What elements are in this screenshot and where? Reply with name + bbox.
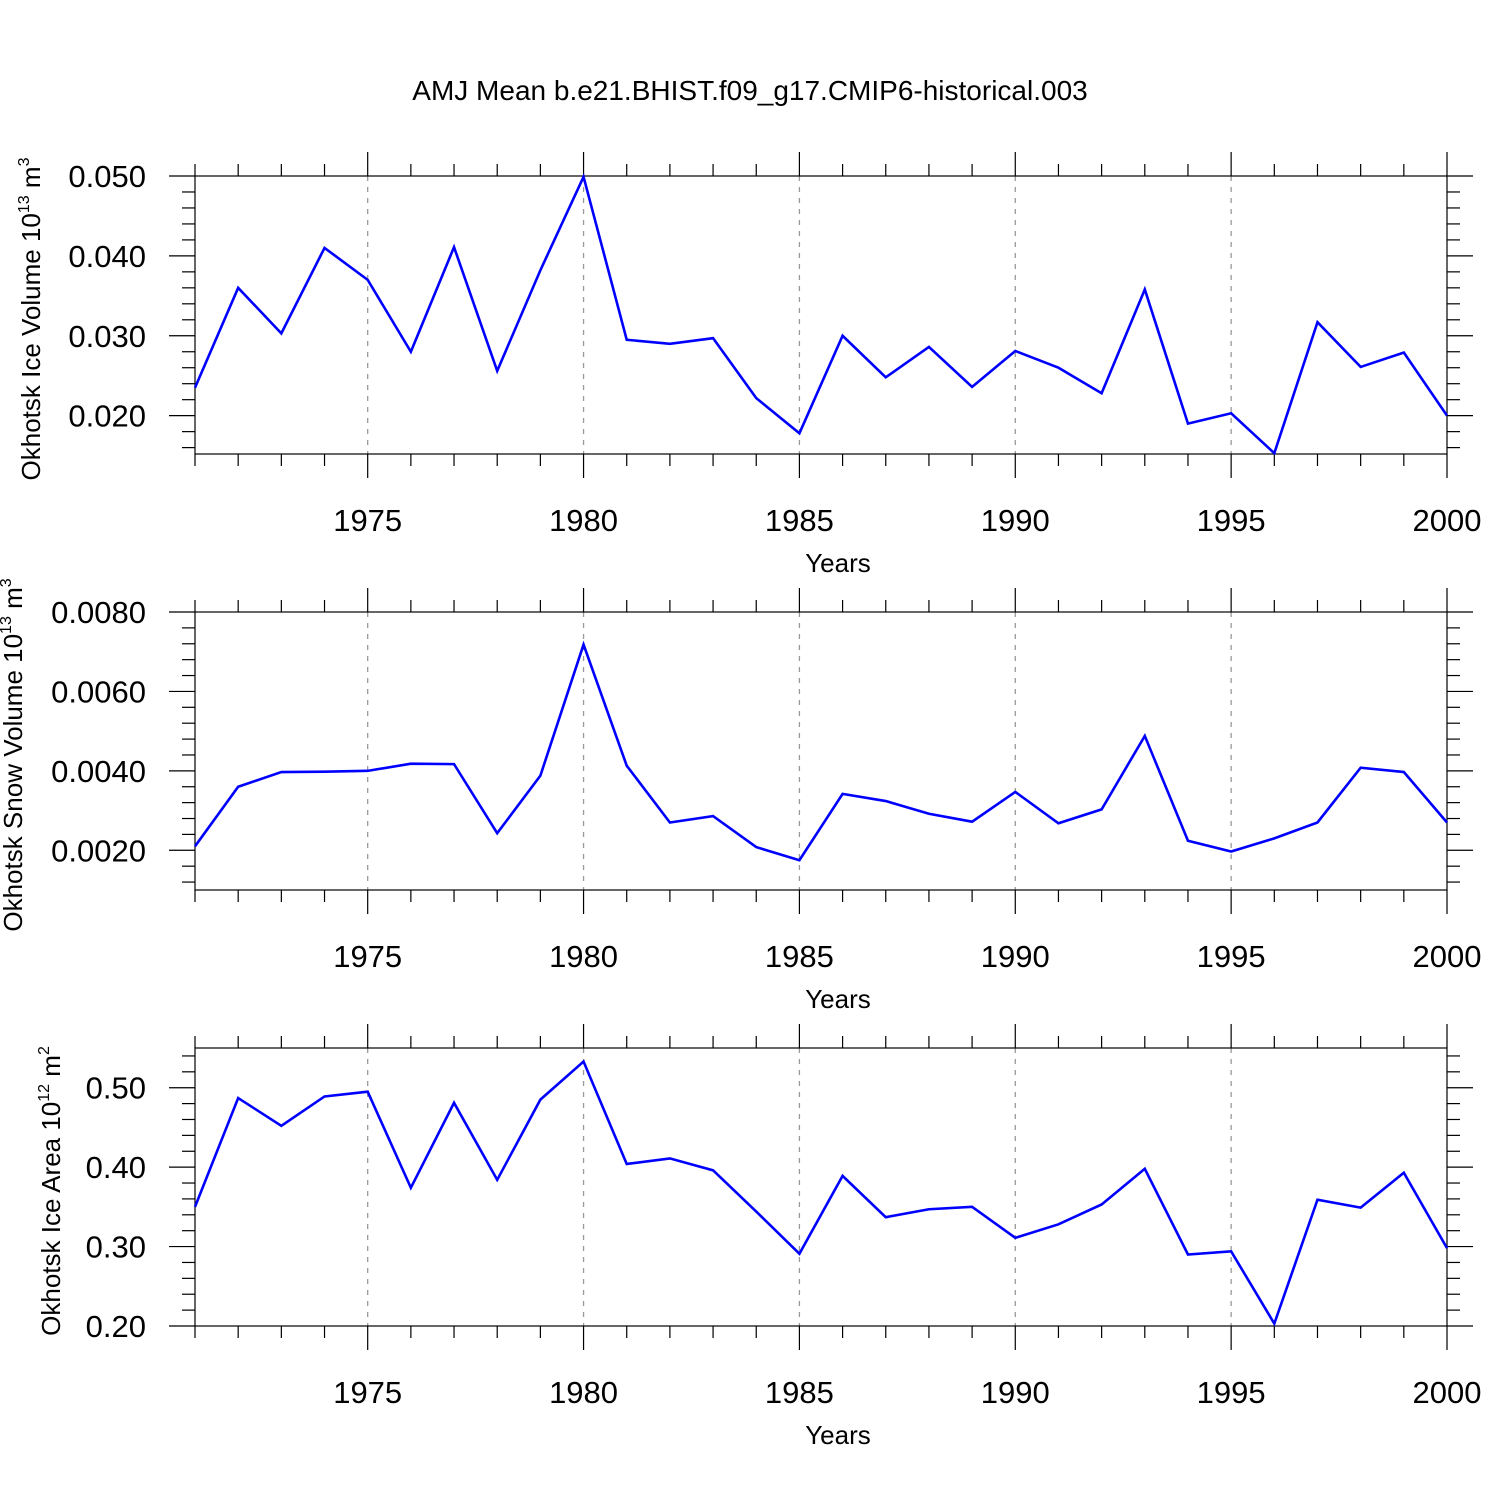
chart-ice-volume-y-tick-label: 0.050 (68, 159, 146, 194)
chart-ice-area-x-tick-label: 2000 (1413, 1375, 1482, 1410)
chart-ice-volume-y-axis-label-part: 13 (16, 195, 33, 213)
chart-ice-area-y-axis-label-part: Okhotsk Ice Area 10 (36, 1102, 66, 1336)
chart-snow-volume-x-tick-label: 2000 (1413, 939, 1482, 974)
chart-ice-volume-series-line (193, 172, 1449, 456)
chart-ice-volume-x-tick-label: 1980 (549, 503, 618, 538)
chart-ice-area-y-tick-label: 0.30 (86, 1230, 146, 1265)
chart-ice-area-x-tick-label: 1975 (333, 1375, 402, 1410)
chart-ice-volume-plot-frame (194, 175, 1448, 455)
chart-ice-volume-x-tick-label: 2000 (1413, 503, 1482, 538)
chart-snow-volume-series-line (193, 640, 1448, 862)
chart-ice-area-x-tick-label: 1990 (981, 1375, 1050, 1410)
chart-ice-area-x-tick-label: 1985 (765, 1375, 834, 1410)
figure-title: AMJ Mean b.e21.BHIST.f09_g17.CMIP6-histo… (412, 75, 1087, 106)
panel-ice-volume: 1975 1980 1985 1990 1995 2000 Years 0.020 0.030 0… (16, 152, 1482, 578)
chart-ice-area-y-tick-label: 0.40 (86, 1150, 146, 1185)
chart-ice-area-series-line (193, 1059, 1449, 1327)
chart-ice-area-y-axis-label-part: 12 (36, 1084, 53, 1102)
chart-ice-volume-x-tick-label: 1985 (765, 503, 834, 538)
chart-ice-area-x-tick-label: 1995 (1197, 1375, 1266, 1410)
chart-ice-area-y-axis-label-part: 2 (36, 1046, 53, 1055)
chart-snow-volume-y-axis-label-part: Okhotsk Snow Volume 10 (0, 634, 28, 932)
chart-ice-volume-y-axis-label-part: 3 (16, 157, 33, 166)
chart-snow-volume-y-tick-label: 0.0040 (51, 754, 146, 789)
chart-snow-volume-x-tick-label: 1985 (765, 939, 834, 974)
chart-snow-volume-y-axis-label-part: 3 (0, 578, 15, 587)
chart-ice-area-y-axis-label-part: m (36, 1055, 66, 1084)
chart-snow-volume-x-axis-label: Years (805, 984, 871, 1014)
chart-snow-volume-y-axis-label: Okhotsk Snow Volume 1013 m3 (0, 578, 28, 931)
chart-ice-volume-x-tick-label: 1975 (333, 503, 402, 538)
chart-ice-volume-y-tick-label: 0.030 (68, 319, 146, 354)
panel-snow-volume: 1975 1980 1985 1990 1995 2000 Years 0.0020 0.004… (0, 578, 1481, 1014)
chart-ice-area-y-tick-label: 0.20 (86, 1309, 146, 1344)
chart-ice-area-y-axis-label: Okhotsk Ice Area 1012 m2 (36, 1046, 66, 1336)
chart-ice-area-x-axis-label: Years (805, 1420, 871, 1450)
chart-ice-volume-y-axis-label: Okhotsk Ice Volume 1013 m3 (16, 157, 46, 480)
chart-ice-area-y-tick-label: 0.50 (86, 1071, 146, 1106)
panel-ice-area: 1975 1980 1985 1990 1995 2000 Years 0.20 0.30 0.4… (36, 1024, 1482, 1450)
chart-snow-volume-x-tick-label: 1995 (1197, 939, 1266, 974)
chart-snow-volume-x-tick-label: 1990 (981, 939, 1050, 974)
chart-snow-volume-y-tick-label: 0.0060 (51, 674, 146, 709)
chart-snow-volume-plot-frame (194, 611, 1448, 891)
chart-ice-volume-x-tick-label: 1990 (981, 503, 1050, 538)
chart-ice-volume-y-tick-label: 0.020 (68, 399, 146, 434)
chart-ice-volume-y-axis-label-part: m (16, 166, 46, 195)
chart-snow-volume-y-tick-label: 0.0080 (51, 595, 146, 630)
chart-snow-volume-x-tick-label: 1980 (549, 939, 618, 974)
chart-ice-volume-x-tick-label: 1995 (1197, 503, 1266, 538)
chart-snow-volume-y-tick-label: 0.0020 (51, 833, 146, 868)
chart-snow-volume-y-axis-label-part: 13 (0, 616, 15, 634)
chart-ice-volume-x-axis-label: Years (805, 548, 871, 578)
chart-snow-volume-y-axis-label-part: m (0, 587, 28, 616)
chart-snow-volume-x-tick-label: 1975 (333, 939, 402, 974)
chart-ice-volume-y-tick-label: 0.040 (68, 239, 146, 274)
chart-ice-area-plot-frame (194, 1047, 1448, 1327)
chart-ice-area-x-tick-label: 1980 (549, 1375, 618, 1410)
chart-ice-volume-y-axis-label-part: Okhotsk Ice Volume 10 (16, 213, 46, 480)
